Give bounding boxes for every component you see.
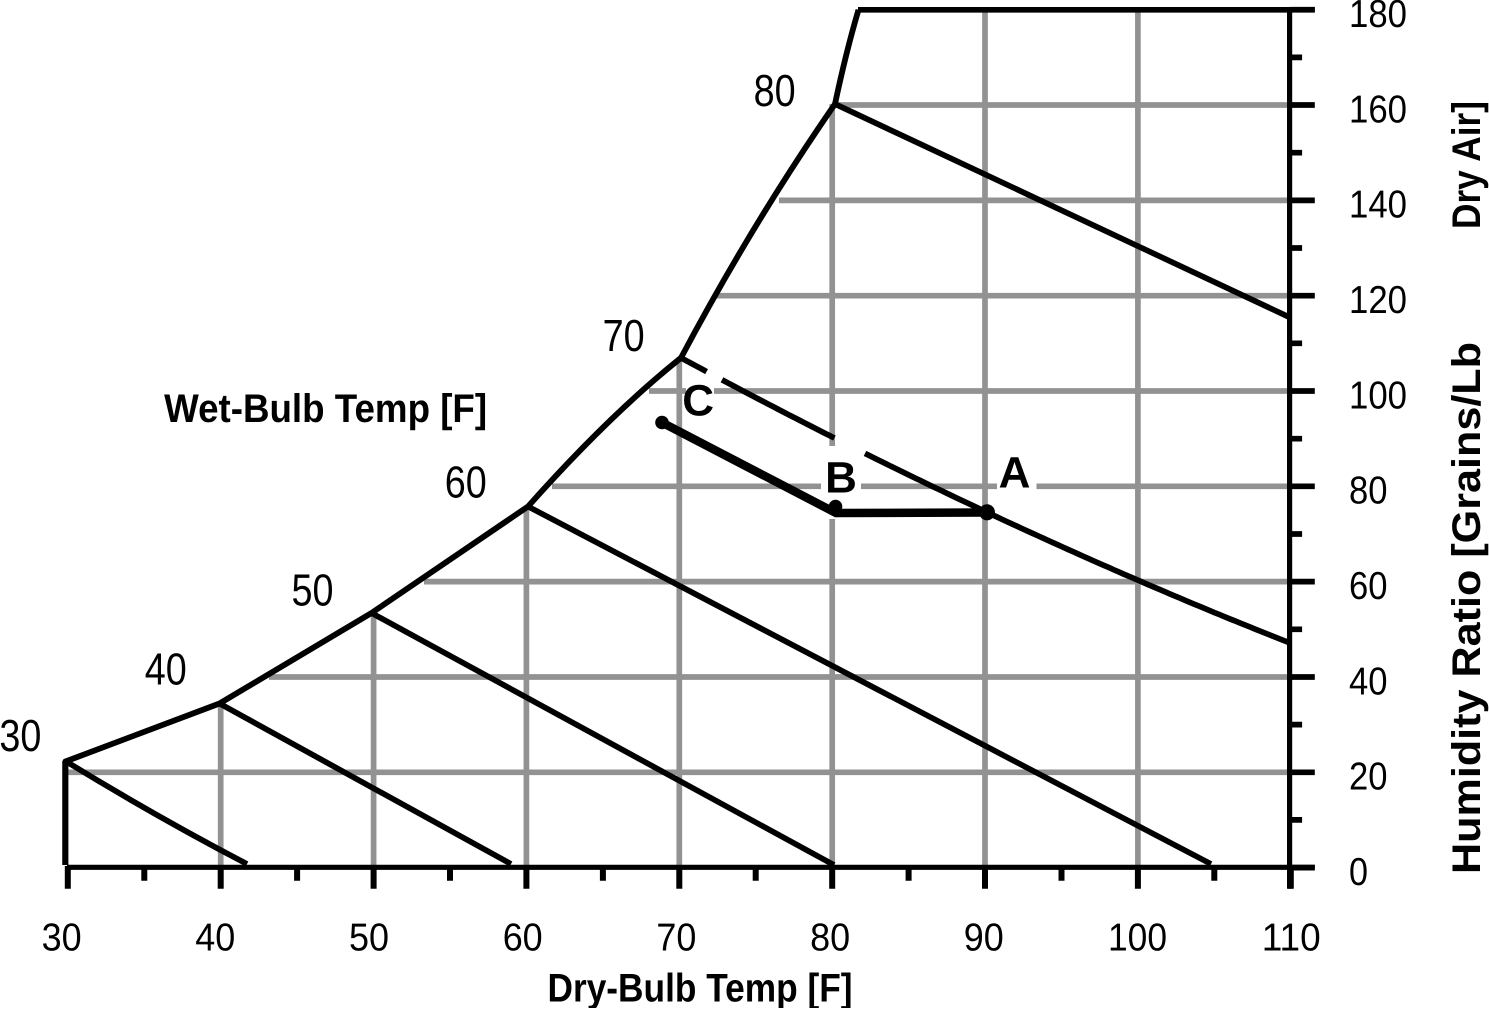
svg-text:40: 40 xyxy=(1349,660,1388,703)
svg-text:A: A xyxy=(999,449,1031,498)
svg-text:140: 140 xyxy=(1349,184,1407,227)
svg-text:60: 60 xyxy=(445,457,487,508)
svg-text:0: 0 xyxy=(1349,851,1368,894)
svg-text:20: 20 xyxy=(1349,756,1388,799)
svg-text:30: 30 xyxy=(42,917,82,960)
svg-text:180: 180 xyxy=(1349,0,1407,36)
svg-text:Dry Air]: Dry Air] xyxy=(1445,101,1489,229)
svg-text:120: 120 xyxy=(1349,279,1407,322)
svg-text:40: 40 xyxy=(145,643,187,694)
svg-text:160: 160 xyxy=(1349,88,1407,131)
svg-text:Humidity Ratio [Grains/Lb: Humidity Ratio [Grains/Lb xyxy=(1445,342,1489,874)
svg-text:100: 100 xyxy=(1349,374,1407,417)
svg-text:30: 30 xyxy=(0,710,41,761)
svg-text:70: 70 xyxy=(603,310,645,361)
svg-text:C: C xyxy=(682,377,714,426)
svg-text:B: B xyxy=(825,454,857,503)
svg-text:90: 90 xyxy=(964,917,1004,960)
svg-text:Wet-Bulb Temp [F]: Wet-Bulb Temp [F] xyxy=(164,387,487,431)
svg-text:110: 110 xyxy=(1262,917,1321,960)
svg-text:80: 80 xyxy=(754,65,796,116)
svg-text:50: 50 xyxy=(292,565,334,616)
svg-text:100: 100 xyxy=(1108,917,1167,960)
svg-text:80: 80 xyxy=(1349,470,1388,513)
svg-text:70: 70 xyxy=(656,917,696,960)
svg-text:50: 50 xyxy=(349,917,389,960)
svg-text:60: 60 xyxy=(503,917,543,960)
svg-text:60: 60 xyxy=(1349,565,1388,608)
svg-text:80: 80 xyxy=(810,917,850,960)
svg-text:Dry-Bulb Temp [F]: Dry-Bulb Temp [F] xyxy=(548,967,853,1009)
svg-text:40: 40 xyxy=(195,917,235,960)
